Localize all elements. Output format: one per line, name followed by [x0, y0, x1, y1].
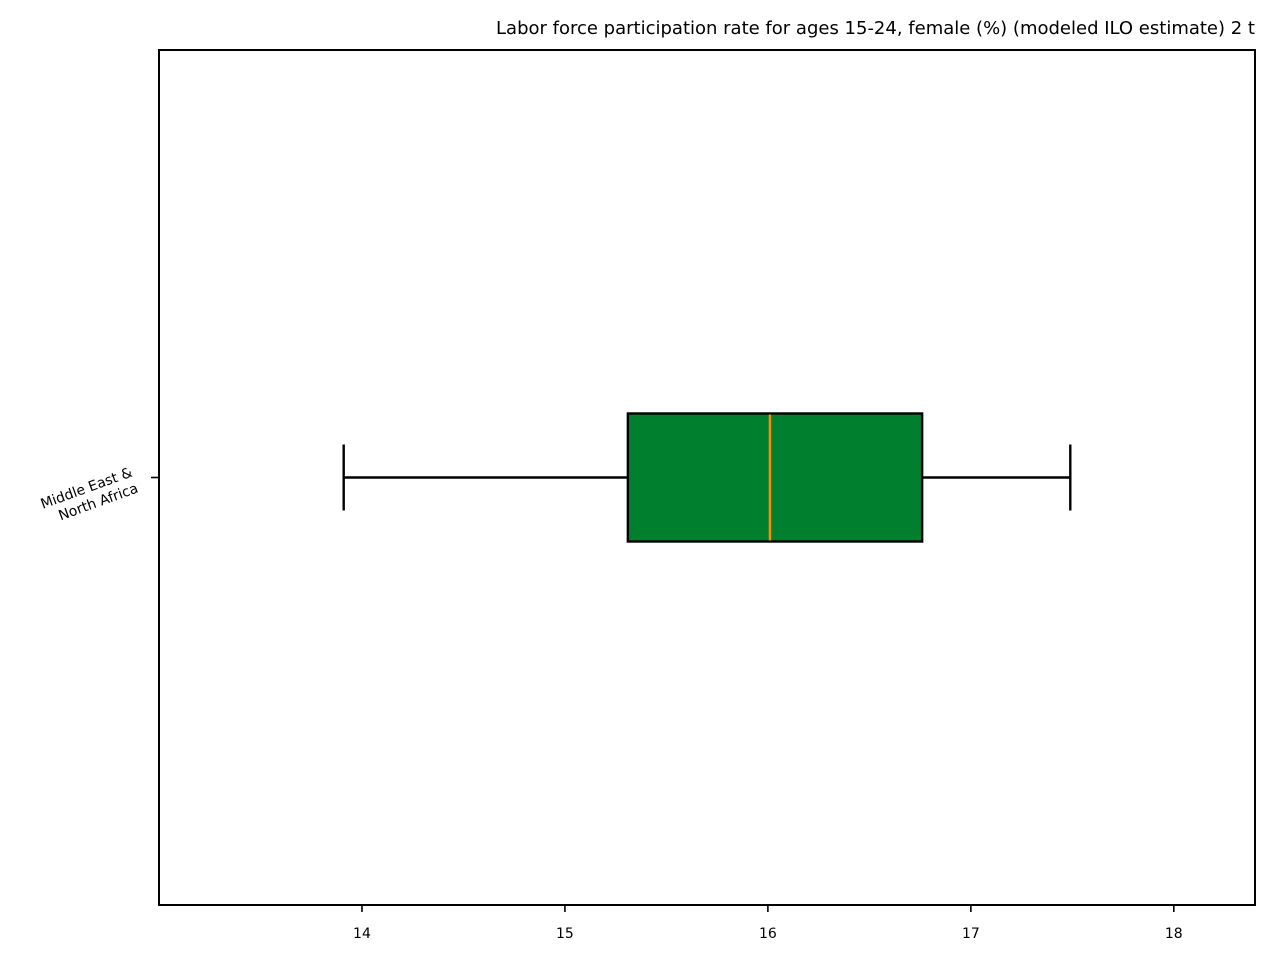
- x-tick-label: 15: [556, 926, 574, 942]
- chart-title: Labor force participation rate for ages …: [496, 18, 1255, 39]
- plot-area: 14 15 16 17 18 Middle East &North Africa: [39, 49, 1256, 942]
- box: [626, 412, 924, 543]
- x-tick-label: 18: [1165, 926, 1183, 942]
- y-tick-label: Middle East &North Africa: [39, 465, 141, 529]
- x-tick-label: 17: [962, 926, 980, 942]
- x-tick-label: 14: [353, 926, 371, 942]
- x-tick-label: 16: [759, 926, 777, 942]
